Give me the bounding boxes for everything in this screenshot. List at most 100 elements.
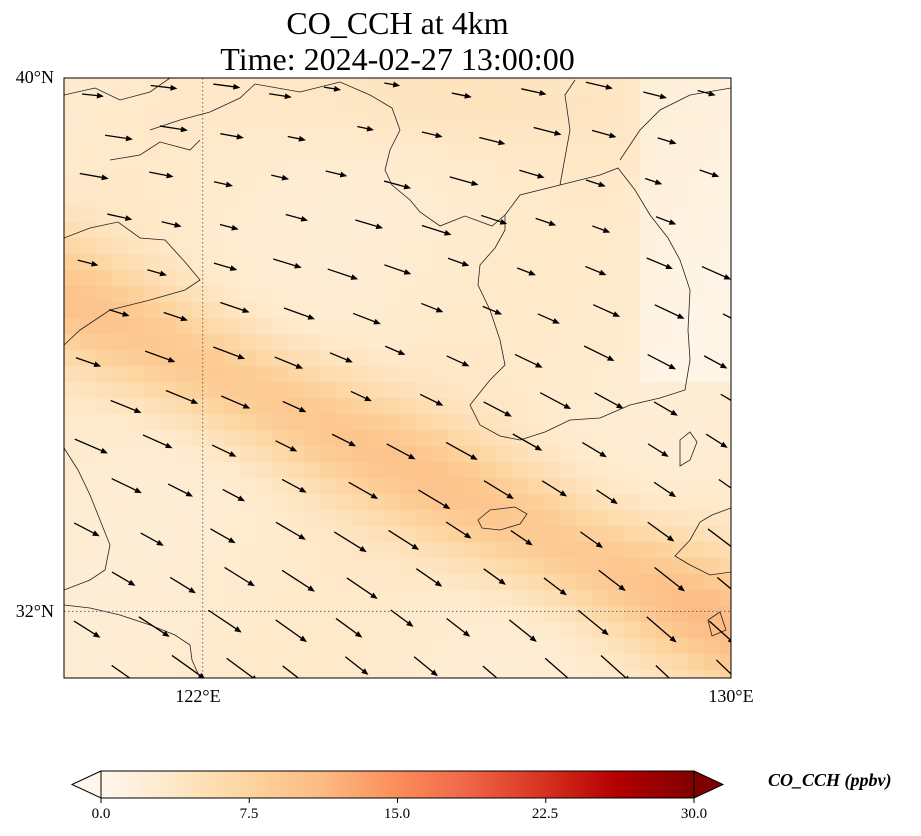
field-cell bbox=[512, 270, 529, 287]
field-cell bbox=[576, 542, 593, 559]
field-cell bbox=[464, 398, 481, 415]
field-cell bbox=[720, 126, 731, 143]
wind-arrow bbox=[539, 392, 572, 410]
field-cell bbox=[576, 670, 593, 678]
field-cell bbox=[592, 638, 609, 655]
field-cell bbox=[624, 190, 641, 207]
field-cell bbox=[432, 238, 449, 255]
wind-arrow bbox=[701, 265, 731, 280]
field-cell bbox=[208, 126, 225, 143]
field-cell bbox=[352, 366, 369, 383]
field-cell bbox=[64, 622, 81, 639]
field-cell bbox=[336, 94, 353, 111]
field-cell bbox=[384, 622, 401, 639]
field-cell bbox=[160, 526, 177, 543]
wind-arrow bbox=[275, 619, 307, 643]
field-cell bbox=[112, 494, 129, 511]
field-cell bbox=[176, 590, 193, 607]
field-cell bbox=[192, 638, 209, 655]
field-cell bbox=[144, 142, 161, 159]
field-cell bbox=[448, 462, 465, 479]
field-cell bbox=[208, 110, 225, 127]
field-cell bbox=[240, 350, 257, 367]
field-cell bbox=[624, 366, 641, 383]
field-cell bbox=[96, 558, 113, 575]
field-cell bbox=[368, 430, 385, 447]
field-cell bbox=[112, 430, 129, 447]
field-cell bbox=[672, 510, 689, 527]
field-cell bbox=[128, 78, 145, 95]
field-cell bbox=[336, 446, 353, 463]
field-cell bbox=[336, 270, 353, 287]
wind-arrow bbox=[147, 269, 167, 277]
field-cell bbox=[112, 606, 129, 623]
field-cell bbox=[272, 414, 289, 431]
field-cell bbox=[384, 206, 401, 223]
field-cell bbox=[384, 430, 401, 447]
field-cell bbox=[448, 510, 465, 527]
field-cell bbox=[608, 366, 625, 383]
field-cell bbox=[656, 510, 673, 527]
field-cell bbox=[288, 78, 305, 95]
field-cell bbox=[480, 670, 497, 678]
field-cell bbox=[496, 334, 513, 351]
field-cell bbox=[240, 142, 257, 159]
field-cell bbox=[704, 558, 721, 575]
field-cell bbox=[80, 286, 97, 303]
field-cell bbox=[240, 462, 257, 479]
wind-arrow bbox=[323, 85, 342, 92]
field-cell bbox=[288, 606, 305, 623]
field-cell bbox=[624, 174, 641, 191]
field-cell bbox=[320, 206, 337, 223]
field-cell bbox=[544, 542, 561, 559]
field-cell bbox=[160, 558, 177, 575]
field-cell bbox=[496, 622, 513, 639]
field-cell bbox=[176, 542, 193, 559]
field-cell bbox=[336, 462, 353, 479]
field-cell bbox=[544, 670, 561, 678]
field-cell bbox=[112, 190, 129, 207]
field-cell bbox=[544, 638, 561, 655]
field-cell bbox=[64, 94, 81, 111]
field-cell bbox=[400, 606, 417, 623]
field-cell bbox=[496, 382, 513, 399]
field-cell bbox=[624, 558, 641, 575]
field-cell bbox=[144, 334, 161, 351]
field-cell bbox=[544, 174, 561, 191]
field-cell bbox=[64, 350, 81, 367]
map-time-subtitle: Time: 2024-02-27 13:00:00 bbox=[220, 41, 575, 77]
field-cell bbox=[480, 270, 497, 287]
field-cell bbox=[64, 334, 81, 351]
field-cell bbox=[688, 78, 705, 95]
field-cell bbox=[704, 654, 721, 671]
field-cell bbox=[704, 142, 721, 159]
field-cell bbox=[448, 334, 465, 351]
field-cell bbox=[544, 334, 561, 351]
field-cell bbox=[80, 206, 97, 223]
field-cell bbox=[224, 318, 241, 335]
field-cell bbox=[272, 654, 289, 671]
field-cell bbox=[704, 110, 721, 127]
field-cell bbox=[480, 574, 497, 591]
field-cell bbox=[624, 158, 641, 175]
field-cell bbox=[128, 590, 145, 607]
field-cell bbox=[432, 110, 449, 127]
field-cell bbox=[464, 126, 481, 143]
field-cell bbox=[144, 174, 161, 191]
field-cell bbox=[624, 478, 641, 495]
field-cell bbox=[208, 222, 225, 239]
field-cell bbox=[192, 286, 209, 303]
field-cell bbox=[592, 366, 609, 383]
field-cell bbox=[384, 174, 401, 191]
field-cell bbox=[192, 382, 209, 399]
field-cell bbox=[544, 254, 561, 271]
field-cell bbox=[224, 494, 241, 511]
field-cell bbox=[576, 206, 593, 223]
field-cell bbox=[352, 606, 369, 623]
field-cell bbox=[544, 654, 561, 671]
field-cell bbox=[480, 654, 497, 671]
wind-arrow bbox=[220, 133, 244, 140]
field-cell bbox=[256, 430, 273, 447]
field-cell bbox=[688, 334, 705, 351]
colorbar-gradient bbox=[101, 771, 694, 798]
